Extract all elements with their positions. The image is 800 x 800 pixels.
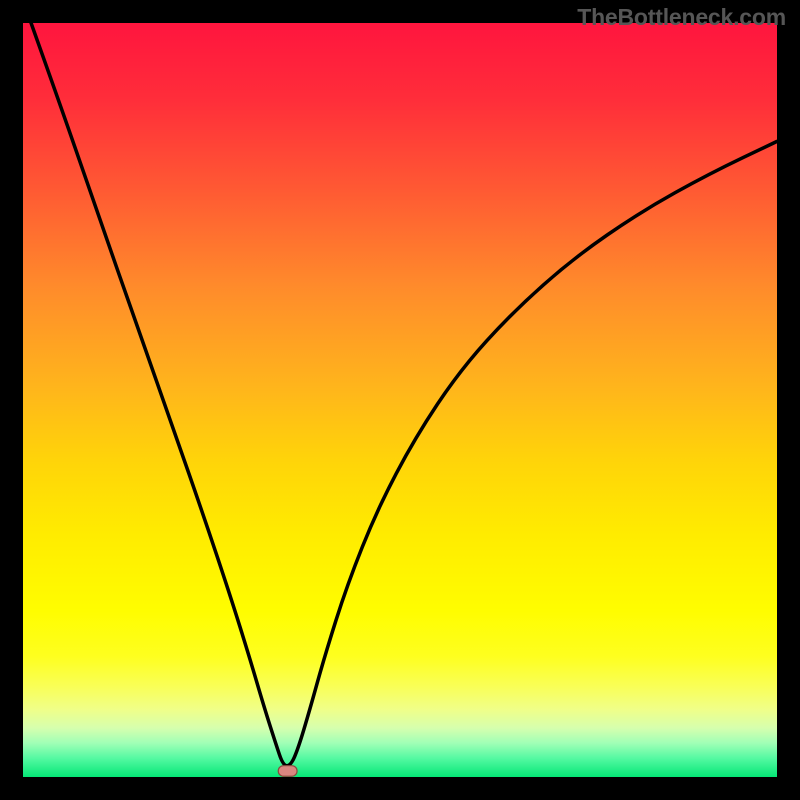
chart-svg [0,0,800,800]
watermark: TheBottleneck.com [577,4,786,31]
chart-container: TheBottleneck.com [0,0,800,800]
chart-background [23,23,777,777]
minimum-marker [278,766,297,777]
